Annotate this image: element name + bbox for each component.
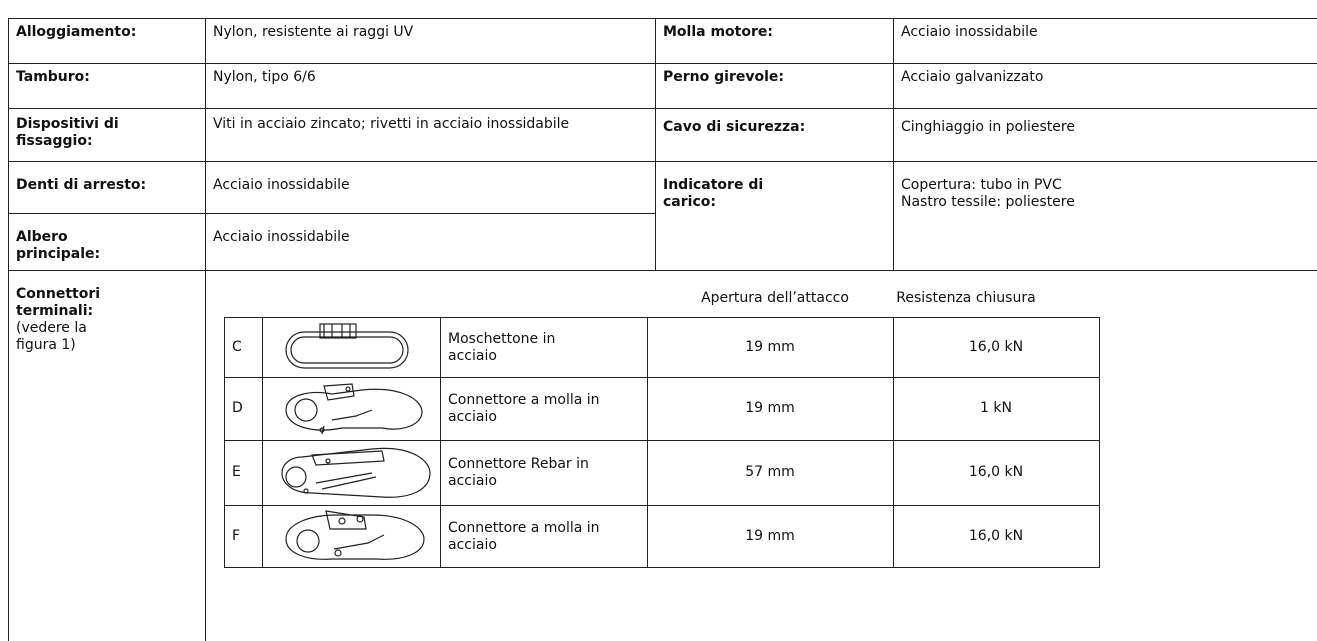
connector-strength: 16,0 kN <box>968 528 1024 544</box>
spec-value: Acciaio inossidabile <box>901 24 1038 40</box>
connector-opening: 19 mm <box>745 528 795 544</box>
spec-label: Indicatore di carico: <box>663 177 764 210</box>
connectors-note: (vedere la figura 1) <box>16 320 87 353</box>
carabiner-icon <box>285 323 409 369</box>
connectors-label: Connettori terminali: <box>16 286 101 319</box>
connector-strength: 1 kN <box>980 400 1012 416</box>
connector-opening: 57 mm <box>745 464 795 480</box>
connector-letter: D <box>232 400 243 416</box>
rule <box>8 213 655 214</box>
rule <box>224 377 1099 378</box>
rule <box>8 270 1317 271</box>
spec-value: Copertura: tubo in PVC Nastro tessile: p… <box>901 177 1075 210</box>
rule <box>440 317 441 568</box>
spec-value: Acciaio inossidabile <box>213 229 350 245</box>
connector-description: Moschettone in acciaio <box>448 331 556 364</box>
rule <box>8 161 1317 162</box>
connector-letter: C <box>232 339 242 355</box>
rule <box>8 63 1317 64</box>
rule <box>655 18 656 270</box>
connector-opening: 19 mm <box>745 400 795 416</box>
spec-label: Cavo di sicurezza: <box>663 119 806 135</box>
rule <box>647 317 648 568</box>
spec-label: Tamburo: <box>16 69 90 85</box>
spec-value: Acciaio inossidabile <box>213 177 350 193</box>
spec-label: Alloggiamento: <box>16 24 137 40</box>
connector-strength: 16,0 kN <box>968 464 1024 480</box>
rule <box>8 18 1317 19</box>
snaphook-icon <box>285 510 425 560</box>
spec-label: Dispositivi di fissaggio: <box>16 116 119 149</box>
spec-value: Nylon, resistente ai raggi UV <box>213 24 414 40</box>
connector-description: Connettore a molla in acciaio <box>448 392 600 425</box>
spec-value: Nylon, tipo 6/6 <box>213 69 316 85</box>
rule <box>224 317 1099 318</box>
spec-value: Acciaio galvanizzato <box>901 69 1044 85</box>
connector-description: Connettore a molla in acciaio <box>448 520 600 553</box>
rule <box>893 18 894 270</box>
connector-strength: 16,0 kN <box>968 339 1024 355</box>
connector-opening: 19 mm <box>745 339 795 355</box>
rule <box>262 317 263 568</box>
rule <box>1099 317 1100 568</box>
rule <box>8 108 1317 109</box>
rule <box>224 440 1099 441</box>
spec-label: Molla motore: <box>663 24 773 40</box>
snaphook-icon <box>285 383 423 435</box>
spec-label: Albero principale: <box>16 229 101 262</box>
rule <box>893 317 894 568</box>
column-header: Resistenza chiusura <box>896 290 1036 306</box>
connector-description: Connettore Rebar in acciaio <box>448 456 589 489</box>
spec-label: Denti di arresto: <box>16 177 147 193</box>
spec-label: Perno girevole: <box>663 69 784 85</box>
column-header: Apertura dell’attacco <box>701 290 849 306</box>
rule <box>205 18 206 641</box>
connector-letter: E <box>232 464 241 480</box>
rule <box>224 567 1099 568</box>
connector-letter: F <box>232 528 241 544</box>
rule <box>224 505 1099 506</box>
spec-value: Viti in acciaio zincato; rivetti in acci… <box>213 116 570 132</box>
spec-value: Cinghiaggio in poliestere <box>901 119 1075 135</box>
rule <box>224 317 225 568</box>
rule <box>8 18 9 641</box>
rebar-hook-icon <box>281 447 431 498</box>
